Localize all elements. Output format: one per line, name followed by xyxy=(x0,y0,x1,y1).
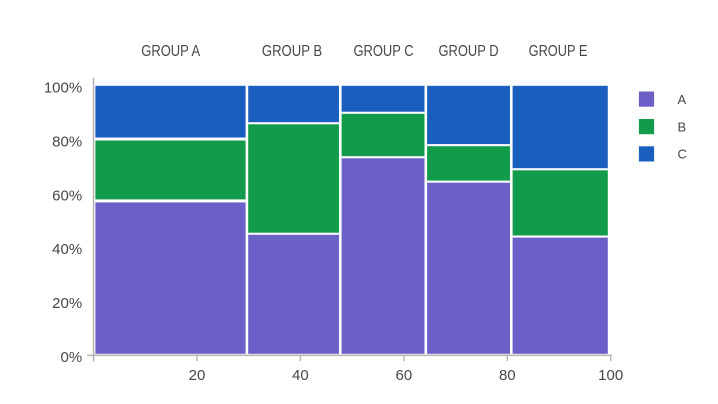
svg-text:20%: 20% xyxy=(52,295,82,312)
svg-text:100%: 100% xyxy=(44,80,82,97)
svg-text:20: 20 xyxy=(189,367,206,384)
svg-text:80%: 80% xyxy=(52,134,82,151)
svg-text:80: 80 xyxy=(499,367,516,384)
svg-text:GROUP B: GROUP B xyxy=(262,43,322,60)
svg-text:B: B xyxy=(678,119,687,134)
svg-text:60: 60 xyxy=(396,367,413,384)
svg-text:100: 100 xyxy=(598,367,623,384)
svg-text:GROUP D: GROUP D xyxy=(438,43,498,60)
svg-text:GROUP A: GROUP A xyxy=(141,43,200,60)
svg-text:60%: 60% xyxy=(52,187,82,204)
svg-text:0%: 0% xyxy=(61,349,83,366)
svg-text:40%: 40% xyxy=(52,241,82,258)
svg-text:40: 40 xyxy=(292,367,309,384)
svg-text:A: A xyxy=(678,92,687,107)
svg-text:GROUP E: GROUP E xyxy=(529,43,588,60)
svg-text:GROUP C: GROUP C xyxy=(353,43,413,60)
svg-text:C: C xyxy=(678,147,687,162)
